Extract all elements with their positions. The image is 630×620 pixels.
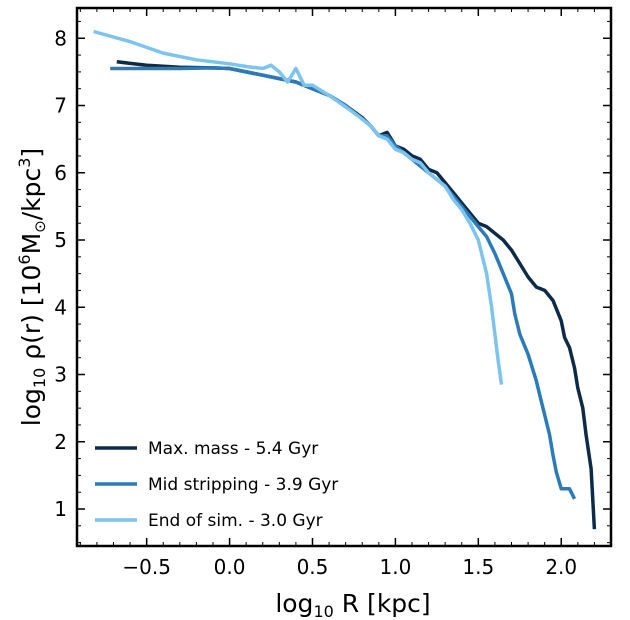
y-tick-label: 7 <box>54 94 67 118</box>
legend-label-0: Max. mass - 5.4 Gyr <box>148 439 318 459</box>
x-tick-label: 0.5 <box>297 555 329 579</box>
x-tick-label: −0.5 <box>122 555 171 579</box>
y-tick-label: 3 <box>54 363 67 387</box>
y-tick-label: 4 <box>54 295 67 319</box>
series-line-2 <box>93 29 504 385</box>
legend: Max. mass - 5.4 Gyr Mid stripping - 3.9 G… <box>95 439 338 531</box>
x-axis-title: log10 R [kpc] <box>275 589 430 620</box>
legend-label-2: End of sim. - 3.0 Gyr <box>148 511 323 531</box>
y-tick-label: 1 <box>54 497 67 521</box>
series-line-1 <box>110 66 577 500</box>
axis-ticks <box>77 8 611 546</box>
y-axis-title: log10 ρ(r) [106M⊙/kpc3] <box>15 148 49 426</box>
series-lines <box>93 29 597 530</box>
y-tick-label: 5 <box>54 228 67 252</box>
y-tick-label: 8 <box>54 26 67 50</box>
x-tick-label: 0.0 <box>214 555 246 579</box>
y-tick-label: 6 <box>54 161 67 185</box>
tick-labels: −0.5 0.0 0.5 1.0 1.5 2.0 1 2 3 4 5 6 7 8 <box>54 26 577 579</box>
x-tick-label: 1.0 <box>380 555 412 579</box>
y-tick-label: 2 <box>54 430 67 454</box>
plot-area-frame <box>75 6 613 548</box>
legend-label-1: Mid stripping - 3.9 Gyr <box>148 475 338 495</box>
series-line-0 <box>116 60 597 530</box>
x-tick-label: 1.5 <box>462 555 494 579</box>
x-tick-label: 2.0 <box>545 555 577 579</box>
